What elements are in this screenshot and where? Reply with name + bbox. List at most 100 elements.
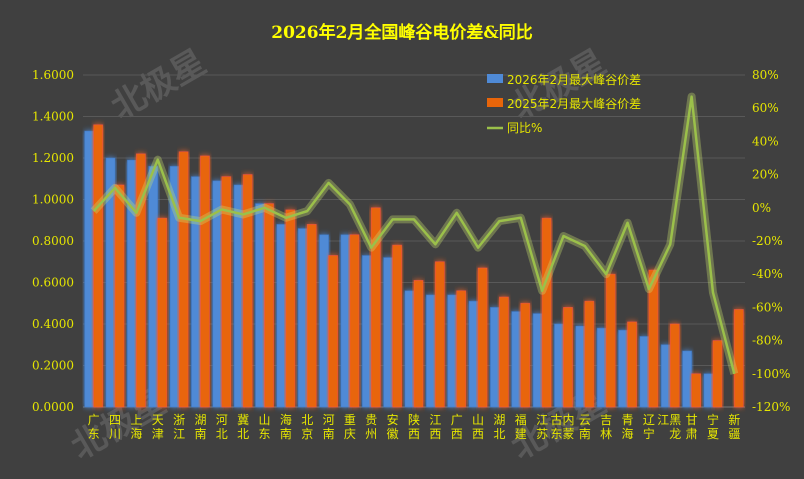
left-axis-tick-label: 0.2000 <box>32 359 74 373</box>
right-axis-tick-label: 20% <box>752 168 779 182</box>
bar-2026 <box>532 313 543 408</box>
bar-2025 <box>520 302 531 408</box>
bar-2026 <box>383 257 394 408</box>
category-label: 安徽 <box>387 412 399 441</box>
watermark-text: 北极星 <box>105 42 213 128</box>
left-axis-tick-label: 0.6000 <box>32 276 74 290</box>
category-label: 浙江 <box>173 413 185 441</box>
category-label: 广西 <box>451 413 463 441</box>
bar-2026 <box>511 311 522 408</box>
bar-2025 <box>691 373 702 408</box>
left-axis-tick-label: 1.4000 <box>32 110 74 124</box>
legend-label: 2026年2月最大峰谷价差 <box>507 73 641 87</box>
bar-2026 <box>126 159 137 408</box>
category-label: 北京 <box>301 413 313 441</box>
left-axis-tick-label: 0.4000 <box>32 317 74 331</box>
right-axis-tick-label: -20% <box>752 234 783 248</box>
bar-2026 <box>425 294 436 408</box>
bar-2025 <box>563 306 573 408</box>
bar-2025 <box>733 309 744 408</box>
category-label: 湖北 <box>493 412 505 441</box>
bar-2026 <box>319 234 329 408</box>
left-axis-tick-label: 1.0000 <box>32 193 74 207</box>
left-axis-tick-label: 0.8000 <box>32 234 74 248</box>
bar-2025 <box>627 321 637 408</box>
bar-2025 <box>648 269 659 408</box>
category-label: 四川 <box>109 413 121 441</box>
category-label: 山东 <box>259 413 271 441</box>
bar-2026 <box>660 344 671 408</box>
bar-2026 <box>84 130 95 408</box>
bar-2025 <box>349 234 360 408</box>
bar-2025 <box>242 174 253 408</box>
bar-2026 <box>639 336 650 408</box>
bar-2026 <box>148 165 159 408</box>
category-label: 江苏 <box>536 413 548 441</box>
legend-label: 2025年2月最大峰谷价差 <box>507 97 641 111</box>
legend-label: 同比% <box>507 121 542 135</box>
category-label: 云南 <box>579 413 591 441</box>
category-label: 新疆 <box>728 412 740 441</box>
bar-2026 <box>233 184 244 408</box>
bar-2025 <box>434 261 445 408</box>
bar-2026 <box>340 234 351 408</box>
bar-2025 <box>114 184 125 408</box>
category-label: 吉林 <box>600 413 612 441</box>
bar-2025 <box>392 244 403 408</box>
category-label: 海南 <box>280 412 292 441</box>
category-label: 天津 <box>152 413 164 441</box>
category-label: 广东 <box>88 413 100 441</box>
bar-2025 <box>584 300 595 408</box>
bar-2026 <box>490 306 500 408</box>
category-label: 河北 <box>216 413 228 441</box>
bar-2025 <box>499 296 509 408</box>
bar-2025 <box>178 151 189 408</box>
category-label: 青海 <box>622 413 634 441</box>
bar-2025 <box>413 280 424 408</box>
bar-2026 <box>297 228 308 408</box>
right-axis-tick-label: 60% <box>752 101 779 115</box>
right-axis-tick-label: 80% <box>752 68 779 82</box>
category-label: 上海 <box>130 413 142 441</box>
bar-2025 <box>712 340 723 408</box>
bar-2026 <box>618 329 628 408</box>
bar-2026 <box>191 176 201 408</box>
category-label: 江西 <box>429 413 441 441</box>
bar-2025 <box>264 203 274 408</box>
category-label: 宁夏 <box>707 412 719 441</box>
bar-2026 <box>682 350 693 408</box>
bar-2025 <box>135 153 146 408</box>
bar-2026 <box>703 373 714 408</box>
bar-2025 <box>328 255 338 408</box>
legend-swatch <box>487 74 503 83</box>
bar-2025 <box>221 176 232 408</box>
chart-title: 2026年2月全国峰谷电价差&同比 <box>271 23 533 43</box>
category-label: 重庆 <box>344 413 356 441</box>
bar-2025 <box>306 223 317 408</box>
category-label: 湖南 <box>194 412 206 441</box>
right-axis-tick-label: -60% <box>752 300 783 314</box>
right-axis-tick-label: -120% <box>752 400 790 414</box>
left-axis-tick-label: 0.0000 <box>32 400 74 414</box>
category-label: 山西 <box>472 413 484 441</box>
bar-2026 <box>276 223 287 408</box>
bar-2025 <box>200 155 210 408</box>
bar-2025 <box>456 290 467 408</box>
bar-2026 <box>596 327 607 408</box>
category-label: 内蒙古东 <box>550 412 574 441</box>
bar-2025 <box>669 323 680 408</box>
bar-2025 <box>157 217 168 408</box>
legend-swatch <box>487 98 503 107</box>
right-axis-tick-label: 40% <box>752 134 779 148</box>
left-axis-tick-label: 1.6000 <box>32 68 74 82</box>
category-label: 贵州 <box>365 413 377 441</box>
right-axis-tick-label: -40% <box>752 267 783 281</box>
category-label: 辽宁 <box>643 413 655 441</box>
bar-2026 <box>361 255 372 408</box>
bar-2025 <box>285 209 296 408</box>
category-label: 福建 <box>515 412 527 441</box>
bar-2025 <box>605 273 616 408</box>
bar-2025 <box>541 217 552 408</box>
